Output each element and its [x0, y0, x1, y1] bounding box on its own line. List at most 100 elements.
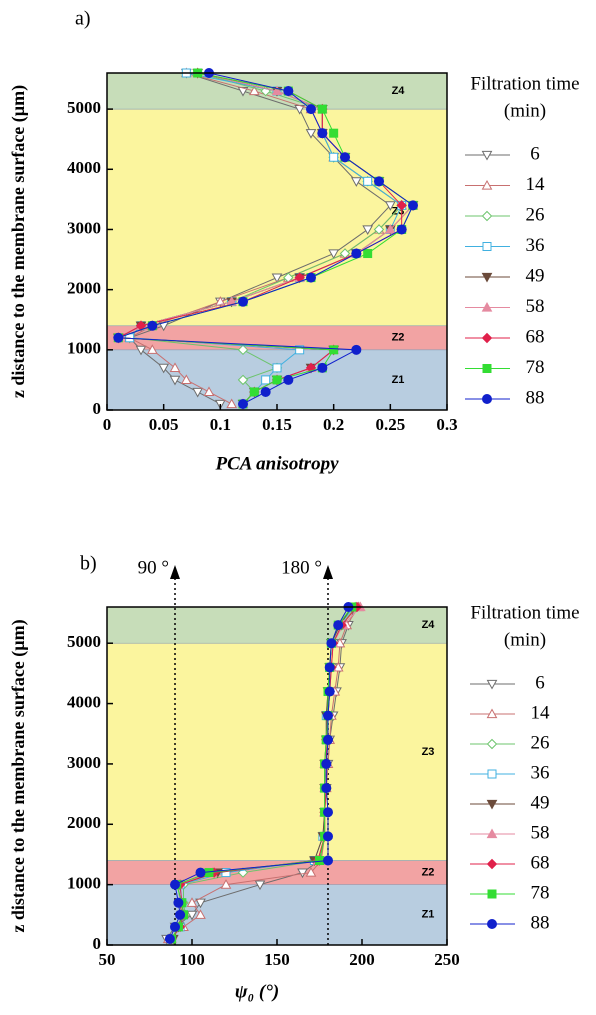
marker	[487, 919, 497, 929]
marker	[486, 858, 498, 870]
marker	[173, 897, 184, 908]
marker	[324, 662, 335, 673]
marker	[169, 362, 181, 372]
legend-title: (min)	[504, 629, 546, 650]
x-axis-label: ψ₀ (°)	[235, 981, 279, 1002]
zone	[106, 642, 448, 861]
marker	[113, 332, 124, 343]
x-tick-label: 0.2	[323, 415, 344, 434]
marker	[328, 249, 340, 260]
legend-label: 26	[531, 732, 550, 753]
marker	[351, 344, 362, 355]
x-tick-label: 0.15	[262, 415, 292, 434]
marker	[271, 273, 283, 284]
legend-label: 36	[526, 235, 545, 256]
marker	[237, 374, 249, 386]
zone-label: Z1	[422, 909, 435, 921]
marker	[221, 868, 231, 878]
marker	[482, 364, 492, 373]
marker	[195, 867, 206, 878]
zone-label: Z3	[422, 746, 435, 758]
marker	[363, 249, 373, 259]
marker	[305, 867, 317, 877]
marker	[487, 889, 497, 899]
marker	[326, 638, 337, 649]
marker	[482, 242, 492, 251]
marker	[238, 398, 248, 409]
marker	[238, 296, 248, 307]
legend-label: 68	[531, 852, 550, 873]
x-tick-label: 100	[179, 950, 205, 969]
marker	[283, 86, 294, 97]
marker	[220, 879, 232, 889]
marker	[306, 272, 316, 283]
legend-label: 36	[531, 762, 550, 783]
marker	[317, 362, 328, 373]
legend-label: 58	[526, 296, 545, 317]
marker	[363, 176, 373, 186]
legend-label: 6	[530, 143, 540, 164]
zone	[106, 884, 448, 946]
legend-title: Filtration time	[470, 73, 579, 94]
legend-label: 88	[526, 387, 545, 408]
marker	[226, 398, 238, 409]
marker	[306, 104, 316, 115]
marker	[396, 200, 407, 211]
marker	[203, 386, 215, 397]
marker	[272, 375, 282, 385]
marker	[321, 758, 332, 769]
marker	[147, 320, 158, 331]
legend-label: 68	[526, 326, 545, 347]
marker	[315, 856, 324, 865]
marker	[254, 880, 266, 891]
reference-arrow	[170, 565, 180, 579]
x-tick-label: 200	[349, 950, 375, 969]
y-tick-label: 4000	[67, 692, 101, 711]
marker	[384, 201, 396, 211]
marker	[317, 104, 327, 114]
zone-label: Z2	[422, 866, 435, 878]
marker	[481, 150, 493, 161]
marker	[323, 807, 333, 818]
marker	[248, 85, 260, 96]
marker	[175, 909, 186, 920]
y-tick-label: 0	[93, 934, 102, 953]
marker	[321, 783, 332, 794]
y-tick-label: 1000	[67, 874, 101, 893]
legend-label: 78	[531, 882, 550, 903]
marker	[195, 898, 206, 909]
x-tick-label: 50	[99, 950, 116, 969]
marker	[323, 831, 333, 842]
y-axis-label: z distance to the membrane surface (µm)	[8, 619, 29, 932]
zone	[106, 606, 448, 644]
marker	[374, 176, 384, 187]
marker	[170, 879, 180, 890]
panel-label: a)	[75, 8, 91, 30]
marker	[214, 296, 226, 306]
panel-label: b)	[80, 553, 97, 575]
zone-label: Z1	[392, 374, 405, 386]
marker	[329, 152, 339, 162]
marker	[351, 248, 362, 259]
zone-label: Z2	[392, 332, 405, 344]
legend-label: 49	[526, 265, 545, 286]
marker	[481, 332, 493, 344]
marker	[261, 375, 271, 385]
marker	[362, 225, 374, 235]
marker	[333, 620, 344, 631]
marker	[192, 387, 204, 398]
x-axis-label: PCA anisotropy	[215, 453, 340, 474]
y-tick-label: 1000	[67, 339, 101, 358]
zone-label: Z4	[392, 85, 406, 97]
legend-label: 78	[526, 357, 545, 378]
y-tick-label: 0	[93, 399, 102, 418]
marker	[237, 86, 249, 97]
legend-label: 88	[531, 912, 550, 933]
marker	[481, 210, 493, 222]
marker	[340, 152, 350, 163]
y-tick-label: 5000	[67, 98, 101, 117]
y-tick-label: 5000	[67, 632, 101, 651]
marker	[169, 375, 181, 386]
marker	[272, 363, 282, 373]
